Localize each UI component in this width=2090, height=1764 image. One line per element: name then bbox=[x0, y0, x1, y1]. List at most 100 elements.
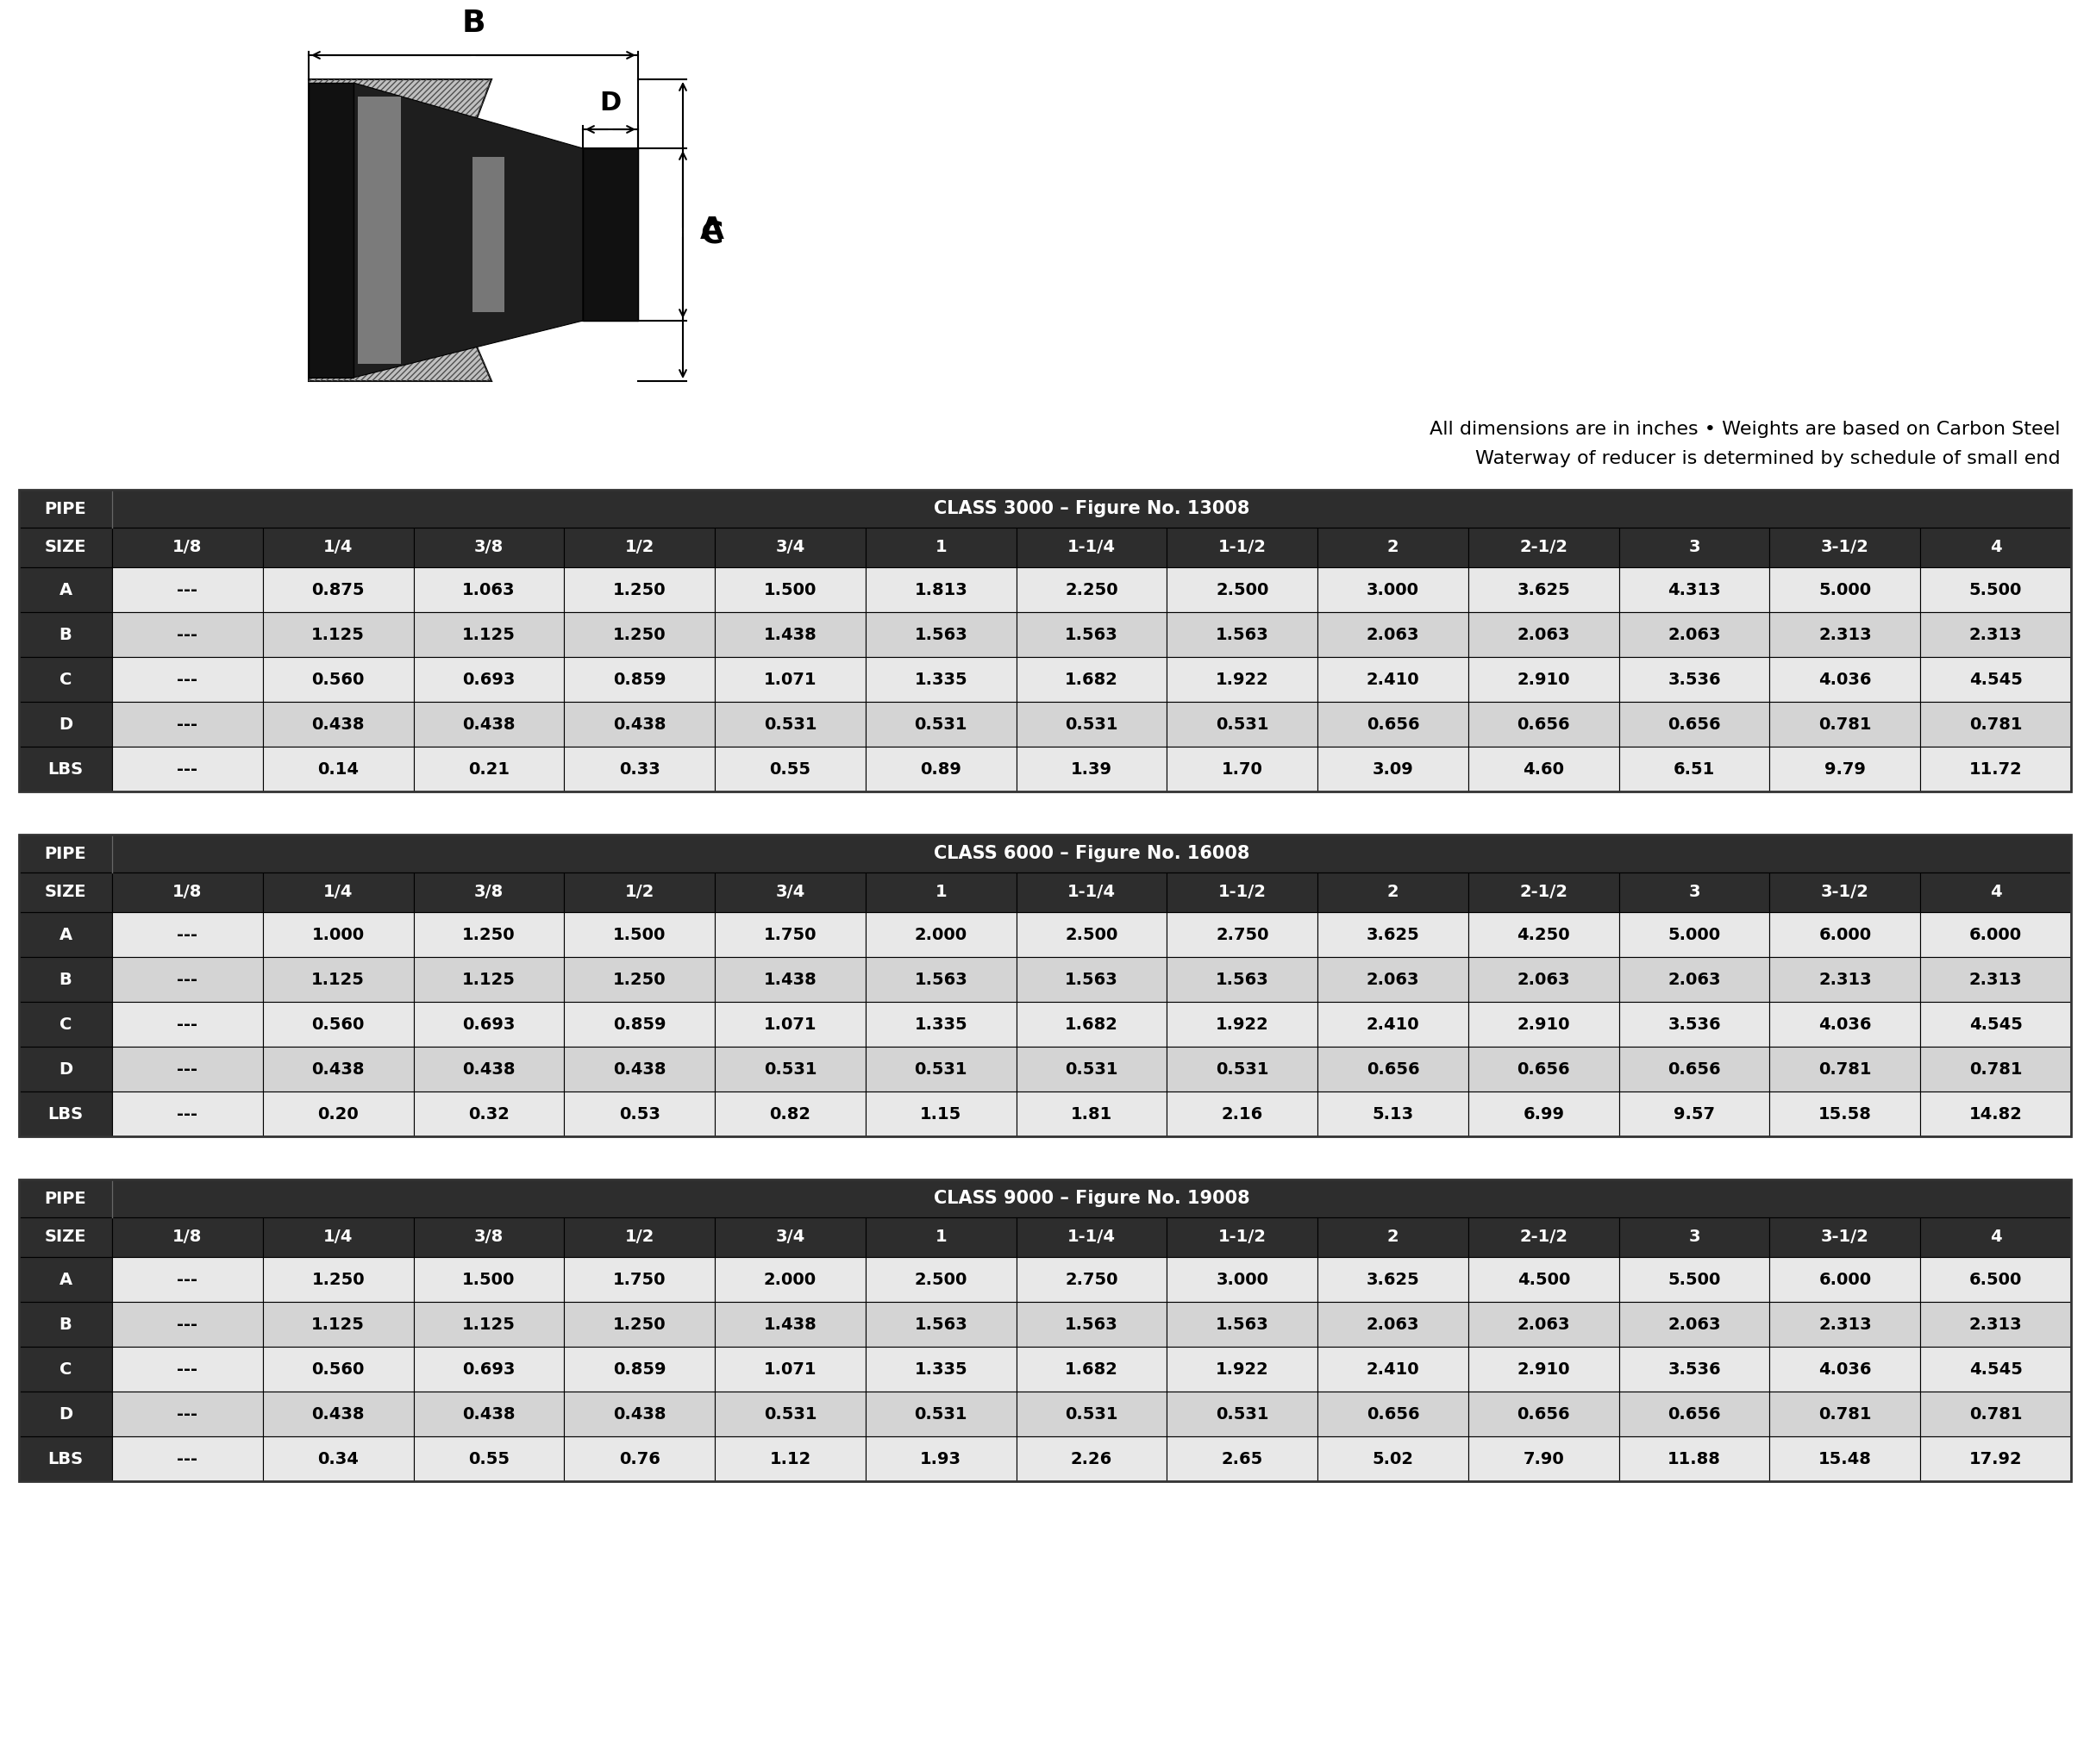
Bar bbox=[715, 568, 865, 612]
Text: 3: 3 bbox=[1689, 884, 1699, 901]
Bar bbox=[19, 1046, 113, 1092]
Bar bbox=[564, 527, 715, 568]
Bar bbox=[1166, 1092, 1317, 1136]
Text: A: A bbox=[59, 582, 71, 598]
Text: C: C bbox=[59, 1362, 71, 1378]
Text: 1/2: 1/2 bbox=[625, 1230, 654, 1245]
Bar bbox=[1770, 1092, 1921, 1136]
Text: 2.910: 2.910 bbox=[1517, 670, 1570, 688]
Text: 2.063: 2.063 bbox=[1367, 1316, 1419, 1332]
Text: 15.48: 15.48 bbox=[1818, 1450, 1873, 1468]
Bar bbox=[113, 1092, 263, 1136]
Text: C: C bbox=[59, 670, 71, 688]
Bar bbox=[564, 1217, 715, 1258]
Text: 3/8: 3/8 bbox=[474, 540, 504, 556]
Bar bbox=[1620, 1092, 1770, 1136]
Text: 9.57: 9.57 bbox=[1674, 1106, 1716, 1122]
Text: 3.536: 3.536 bbox=[1668, 1016, 1720, 1032]
Bar bbox=[865, 873, 1016, 912]
Bar bbox=[865, 1302, 1016, 1346]
Text: 4.545: 4.545 bbox=[1969, 670, 2023, 688]
Text: PIPE: PIPE bbox=[44, 845, 86, 863]
Bar bbox=[1770, 1046, 1921, 1092]
Text: 3: 3 bbox=[1689, 540, 1699, 556]
Text: 0.781: 0.781 bbox=[1969, 716, 2023, 732]
Bar bbox=[19, 746, 113, 792]
Bar bbox=[414, 912, 564, 958]
Bar bbox=[564, 702, 715, 746]
Text: 1.500: 1.500 bbox=[462, 1272, 516, 1288]
Bar bbox=[1166, 1392, 1317, 1436]
Bar bbox=[865, 1436, 1016, 1482]
Bar bbox=[414, 1258, 564, 1302]
Text: CLASS 3000 – Figure No. 13008: CLASS 3000 – Figure No. 13008 bbox=[934, 499, 1250, 517]
Text: ---: --- bbox=[178, 760, 199, 778]
Text: 0.656: 0.656 bbox=[1367, 1060, 1419, 1078]
Text: 4.500: 4.500 bbox=[1517, 1272, 1570, 1288]
Text: 4.60: 4.60 bbox=[1524, 760, 1563, 778]
Bar bbox=[414, 1217, 564, 1258]
Bar bbox=[865, 746, 1016, 792]
Text: 4.250: 4.250 bbox=[1517, 926, 1570, 942]
Text: 2: 2 bbox=[1388, 1230, 1398, 1245]
Bar bbox=[263, 1046, 414, 1092]
Bar bbox=[1620, 1258, 1770, 1302]
Bar bbox=[263, 1258, 414, 1302]
Polygon shape bbox=[357, 97, 401, 363]
Text: LBS: LBS bbox=[48, 1106, 84, 1122]
Text: 0.21: 0.21 bbox=[468, 760, 510, 778]
Bar bbox=[113, 490, 2071, 527]
Text: 1/2: 1/2 bbox=[625, 540, 654, 556]
Text: 2-1/2: 2-1/2 bbox=[1519, 884, 1568, 901]
Bar bbox=[1469, 1302, 1620, 1346]
Text: 5.02: 5.02 bbox=[1373, 1450, 1413, 1468]
Bar bbox=[715, 746, 865, 792]
Text: 3.000: 3.000 bbox=[1367, 582, 1419, 598]
Text: 0.438: 0.438 bbox=[462, 1060, 516, 1078]
Bar bbox=[564, 1002, 715, 1046]
Bar bbox=[1469, 1092, 1620, 1136]
Text: 4: 4 bbox=[1990, 884, 2002, 901]
Text: 9.79: 9.79 bbox=[1825, 760, 1866, 778]
Bar bbox=[1921, 1002, 2071, 1046]
Text: D: D bbox=[59, 1406, 73, 1422]
Bar bbox=[1921, 656, 2071, 702]
Text: 0.438: 0.438 bbox=[311, 1060, 364, 1078]
Text: 0.859: 0.859 bbox=[612, 1016, 667, 1032]
Bar bbox=[865, 1092, 1016, 1136]
Text: 1-1/4: 1-1/4 bbox=[1068, 884, 1116, 901]
Bar bbox=[1166, 1046, 1317, 1092]
Bar bbox=[1317, 1046, 1469, 1092]
Text: 1.125: 1.125 bbox=[311, 1316, 366, 1332]
Bar bbox=[414, 1046, 564, 1092]
Text: 2.910: 2.910 bbox=[1517, 1016, 1570, 1032]
Text: B: B bbox=[59, 972, 71, 988]
Bar bbox=[113, 746, 263, 792]
Text: 1.39: 1.39 bbox=[1070, 760, 1112, 778]
Text: 2.063: 2.063 bbox=[1668, 626, 1720, 642]
Bar bbox=[1469, 1046, 1620, 1092]
Bar bbox=[1620, 568, 1770, 612]
Bar bbox=[865, 702, 1016, 746]
Text: 0.781: 0.781 bbox=[1818, 716, 1871, 732]
Text: 3.625: 3.625 bbox=[1367, 1272, 1419, 1288]
Text: 1.922: 1.922 bbox=[1216, 670, 1269, 688]
Bar bbox=[1016, 1002, 1166, 1046]
Text: ---: --- bbox=[178, 1016, 199, 1032]
Text: 6.500: 6.500 bbox=[1969, 1272, 2023, 1288]
Bar bbox=[1921, 1258, 2071, 1302]
Bar bbox=[1770, 656, 1921, 702]
Text: ---: --- bbox=[178, 926, 199, 942]
Bar bbox=[1317, 1436, 1469, 1482]
Polygon shape bbox=[466, 148, 637, 321]
Text: 1.250: 1.250 bbox=[612, 626, 667, 642]
Bar bbox=[1921, 568, 2071, 612]
Text: 1.250: 1.250 bbox=[612, 972, 667, 988]
Bar bbox=[1016, 1258, 1166, 1302]
Bar bbox=[564, 912, 715, 958]
Bar bbox=[1016, 612, 1166, 656]
Text: 1/8: 1/8 bbox=[173, 540, 203, 556]
Text: 1/4: 1/4 bbox=[324, 1230, 353, 1245]
Bar bbox=[1921, 958, 2071, 1002]
Bar bbox=[113, 568, 263, 612]
